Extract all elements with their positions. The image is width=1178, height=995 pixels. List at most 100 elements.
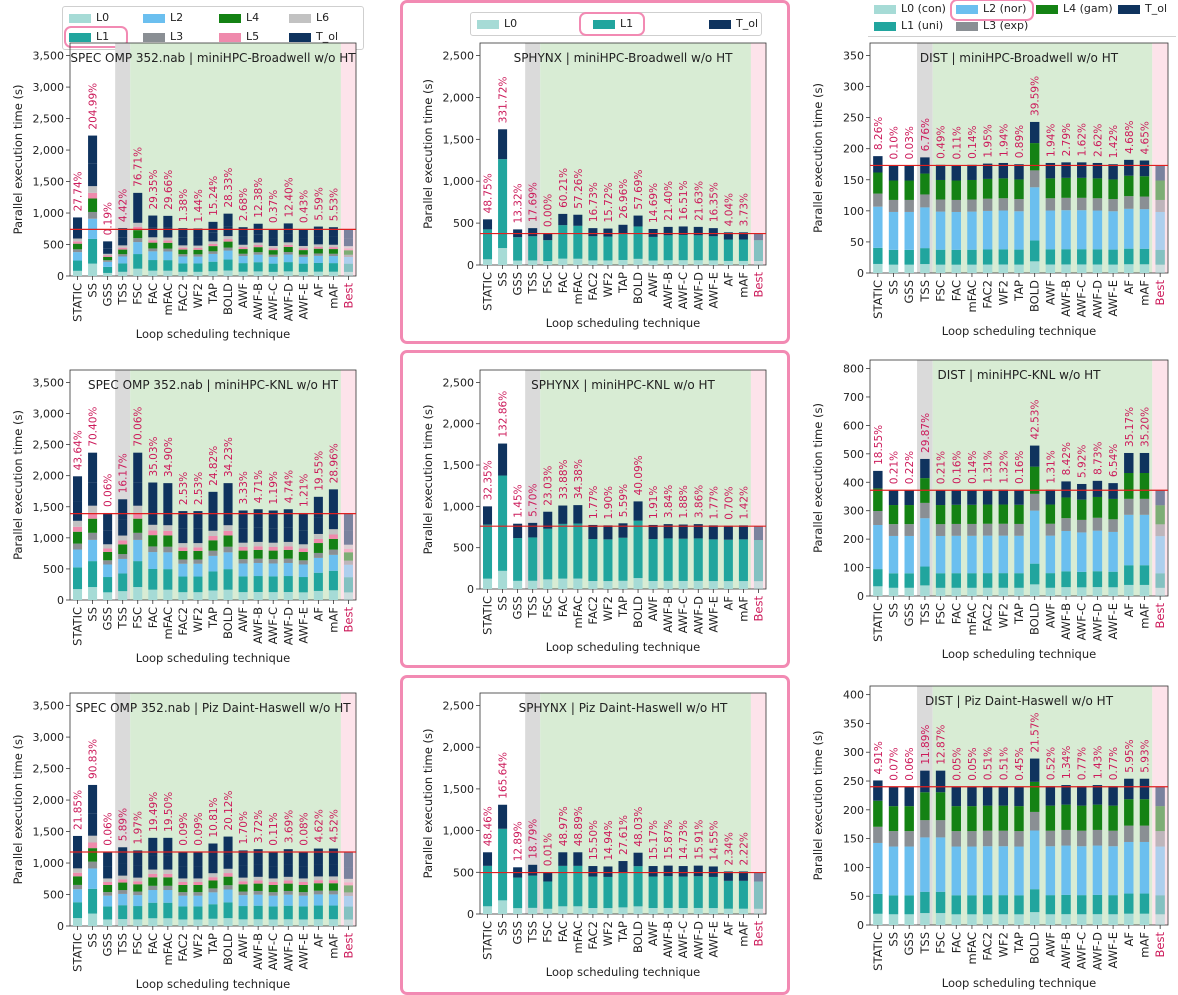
- bar-segment: [148, 270, 158, 276]
- bar-segment-overhead: [1139, 452, 1150, 474]
- legend-label: L6: [316, 11, 330, 24]
- bar-segment-overhead: [223, 836, 233, 855]
- percent-label: 1.70%: [238, 811, 250, 844]
- percent-label: 35.03%: [148, 436, 160, 476]
- bar-segment: [298, 548, 308, 552]
- bar-segment: [528, 236, 538, 261]
- x-tick-label: AWF: [1043, 603, 1057, 628]
- bar-segment: [193, 882, 203, 885]
- bar-segment-overhead: [920, 458, 930, 479]
- bar-segment: [103, 544, 113, 549]
- legend-swatch: [289, 32, 311, 42]
- bar-segment: [283, 864, 293, 877]
- bar-segment: [1029, 830, 1040, 890]
- bar-segment-overhead: [543, 872, 553, 882]
- band-adaptive: [130, 43, 341, 276]
- y-tick-label: 50: [850, 236, 864, 249]
- bar-segment-overhead: [528, 228, 538, 237]
- bar-segment: [73, 918, 83, 926]
- bar-segment: [904, 914, 914, 925]
- bar-segment: [328, 590, 338, 600]
- bar-segment: [888, 505, 899, 525]
- bar-segment: [193, 576, 203, 593]
- bar-segment: [343, 560, 353, 565]
- y-tick-label: 300: [843, 81, 864, 94]
- bar-segment-overhead: [663, 865, 673, 877]
- bar-segment: [1139, 799, 1150, 826]
- bar-segment: [1045, 249, 1056, 265]
- bar-segment: [693, 580, 703, 589]
- bar-segment: [118, 544, 128, 555]
- y-tick-label: 2,000: [33, 144, 65, 157]
- percent-label: 0.70%: [723, 486, 735, 519]
- bar-segment: [178, 882, 188, 885]
- bar-segment-overhead: [693, 865, 703, 877]
- percent-label: 34.38%: [573, 459, 585, 499]
- percent-label: 28.96%: [328, 443, 340, 483]
- percent-label: 4.42%: [118, 189, 130, 222]
- percent-label: 16.17%: [118, 453, 130, 493]
- y-axis-label: Parallel execution time (s): [811, 731, 825, 881]
- bar-segment: [268, 254, 278, 257]
- bar-segment: [88, 587, 98, 600]
- bar-segment: [268, 576, 278, 593]
- bar-segment: [1029, 240, 1040, 262]
- bar-segment: [253, 234, 263, 243]
- bar-segment: [88, 532, 98, 540]
- bar-segment: [998, 523, 1009, 536]
- bar-segment: [313, 517, 323, 534]
- percent-label: 4.62%: [313, 809, 325, 842]
- band-best: [750, 43, 766, 265]
- bar-segment: [283, 905, 293, 920]
- bar-segment: [588, 581, 598, 589]
- bar-segment: [223, 918, 233, 926]
- bar-segment: [268, 884, 278, 893]
- x-tick-label: FAC2: [586, 921, 600, 950]
- bar-segment: [268, 592, 278, 600]
- y-tick-label: 700: [843, 391, 864, 404]
- bar-segment-overhead: [573, 852, 583, 866]
- bar-segment: [888, 895, 899, 915]
- bar-segment: [935, 249, 946, 265]
- bar-segment: [1092, 517, 1103, 531]
- percent-label: 33.88%: [558, 459, 570, 499]
- bar-segment-overhead: [513, 523, 523, 539]
- percent-label: 1.88%: [678, 485, 690, 518]
- bar-segment-overhead: [298, 851, 308, 867]
- bar-segment: [951, 806, 961, 832]
- bar-segment: [708, 539, 718, 582]
- bar-segment: [223, 226, 233, 237]
- bar-segment: [103, 892, 113, 896]
- bar-segment: [118, 249, 128, 255]
- y-tick-label: 500: [43, 563, 64, 576]
- bar-segment: [253, 254, 263, 263]
- bar-segment: [935, 891, 946, 914]
- bar-segment-overhead: [118, 499, 128, 520]
- bar-segment: [1045, 198, 1056, 211]
- bar-segment: [313, 880, 323, 884]
- x-tick-label: BOLD: [631, 272, 645, 304]
- x-axis-label: Loop scheduling technique: [546, 640, 700, 654]
- x-tick-label: TSS: [116, 933, 130, 956]
- bar-segment: [103, 564, 113, 578]
- bar-segment: [618, 907, 628, 914]
- percent-label: 17.69%: [528, 182, 540, 222]
- bar-segment: [588, 236, 598, 261]
- bar-segment: [967, 264, 977, 273]
- bar-segment: [88, 198, 98, 212]
- legend-label: L4 (gam): [1063, 2, 1113, 15]
- bar-segment: [298, 245, 308, 249]
- bar-segment: [513, 237, 523, 261]
- bar-segment-overhead: [1092, 480, 1103, 497]
- bar-segment: [163, 589, 173, 600]
- bar-segment: [678, 908, 688, 914]
- bar-segment: [118, 540, 128, 545]
- x-tick-label: BOLD: [1028, 280, 1042, 312]
- bar-segment: [298, 238, 308, 246]
- bar-segment-overhead: [283, 509, 293, 528]
- bar-segment-overhead: [618, 224, 628, 234]
- legend-label: L1: [96, 30, 110, 43]
- bar-segment: [904, 895, 914, 915]
- bar-segment: [1014, 504, 1024, 524]
- bar-segment: [1124, 841, 1134, 894]
